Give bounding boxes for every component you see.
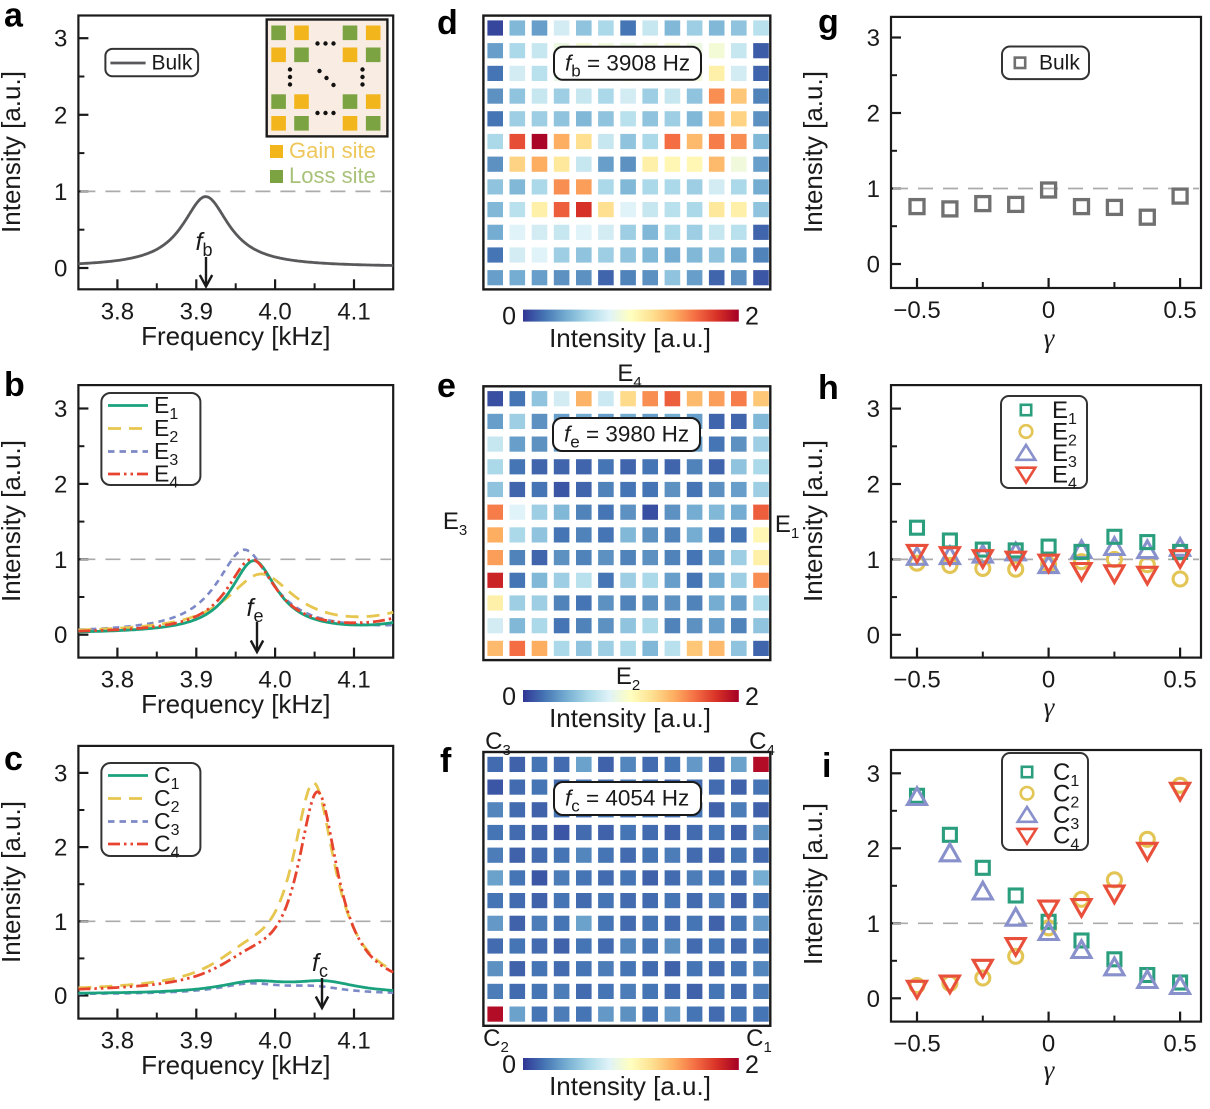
svg-text:4.0: 4.0: [258, 1028, 291, 1055]
svg-text:3.9: 3.9: [180, 667, 213, 694]
svg-text:fc: fc: [312, 949, 328, 981]
svg-text:fb = 3908 Hz: fb = 3908 Hz: [565, 50, 690, 80]
svg-text:3: 3: [867, 25, 880, 52]
svg-text:4.0: 4.0: [258, 667, 291, 694]
svg-text:e: e: [437, 367, 456, 405]
svg-text:Intensity [a.u.]: Intensity [a.u.]: [0, 801, 26, 963]
svg-text:3: 3: [867, 761, 880, 788]
svg-text:c: c: [4, 740, 23, 778]
svg-text:3.9: 3.9: [180, 298, 213, 325]
svg-text:0: 0: [867, 622, 880, 649]
svg-text:4.0: 4.0: [258, 298, 291, 325]
svg-text:g: g: [818, 3, 839, 41]
svg-text:−0.5: −0.5: [893, 667, 940, 694]
svg-text:0: 0: [54, 256, 67, 283]
svg-text:1: 1: [54, 909, 67, 936]
svg-text:f: f: [440, 742, 452, 780]
svg-text:0: 0: [1042, 1031, 1055, 1058]
svg-text:3: 3: [54, 760, 67, 787]
svg-text:i: i: [822, 747, 831, 785]
svg-text:2: 2: [745, 1051, 759, 1079]
svg-text:0: 0: [502, 683, 516, 711]
svg-text:Intensity [a.u.]: Intensity [a.u.]: [549, 323, 711, 353]
svg-text:0: 0: [54, 983, 67, 1010]
svg-text:Loss site: Loss site: [289, 163, 376, 188]
svg-text:2: 2: [867, 101, 880, 128]
svg-text:γ: γ: [1044, 323, 1056, 353]
svg-text:Intensity [a.u.]: Intensity [a.u.]: [549, 703, 711, 733]
svg-text:Frequency [kHz]: Frequency [kHz]: [141, 1050, 330, 1080]
svg-text:0: 0: [502, 303, 516, 331]
svg-text:2: 2: [745, 303, 759, 331]
svg-text:a: a: [4, 0, 24, 35]
svg-text:Bulk: Bulk: [1039, 52, 1080, 75]
svg-text:1: 1: [54, 179, 67, 206]
svg-text:C2: C2: [1053, 780, 1079, 811]
svg-text:2: 2: [54, 102, 67, 129]
svg-text:E2: E2: [616, 663, 640, 694]
svg-text:b: b: [4, 366, 25, 404]
svg-text:0.5: 0.5: [1163, 297, 1196, 324]
svg-text:fb: fb: [196, 228, 213, 260]
svg-text:−0.5: −0.5: [893, 1031, 940, 1058]
svg-text:−0.5: −0.5: [893, 297, 940, 324]
svg-text:Intensity [a.u.]: Intensity [a.u.]: [549, 1071, 711, 1101]
svg-text:3.8: 3.8: [101, 298, 134, 325]
svg-text:γ: γ: [1044, 692, 1056, 722]
svg-text:Intensity [a.u.]: Intensity [a.u.]: [798, 71, 828, 233]
svg-text:Intensity [a.u.]: Intensity [a.u.]: [0, 71, 26, 233]
svg-text:0.5: 0.5: [1163, 667, 1196, 694]
svg-text:0: 0: [54, 622, 67, 649]
svg-text:0: 0: [1042, 297, 1055, 324]
svg-text:0: 0: [867, 252, 880, 279]
svg-text:3: 3: [54, 26, 67, 53]
svg-text:γ: γ: [1044, 1055, 1056, 1085]
svg-text:0: 0: [502, 1051, 516, 1079]
svg-text:2: 2: [867, 836, 880, 863]
svg-text:1: 1: [54, 547, 67, 574]
svg-text:1: 1: [867, 911, 880, 938]
svg-text:1: 1: [867, 176, 880, 203]
svg-text:4.1: 4.1: [337, 1028, 370, 1055]
svg-text:3.8: 3.8: [101, 667, 134, 694]
svg-text:3.9: 3.9: [180, 1028, 213, 1055]
svg-text:Bulk: Bulk: [152, 52, 193, 75]
svg-text:0.5: 0.5: [1163, 1031, 1196, 1058]
svg-text:3.8: 3.8: [101, 1028, 134, 1055]
svg-text:Intensity [a.u.]: Intensity [a.u.]: [0, 440, 26, 602]
svg-text:Frequency [kHz]: Frequency [kHz]: [141, 689, 330, 719]
svg-text:Frequency [kHz]: Frequency [kHz]: [141, 321, 330, 351]
svg-text:Gain site: Gain site: [289, 138, 376, 163]
svg-text:fe: fe: [247, 594, 264, 626]
svg-text:Intensity [a.u.]: Intensity [a.u.]: [798, 803, 828, 965]
svg-text:fc = 4054 Hz: fc = 4054 Hz: [565, 786, 689, 816]
svg-text:d: d: [437, 4, 458, 42]
svg-text:0: 0: [1042, 667, 1055, 694]
svg-text:4.1: 4.1: [337, 667, 370, 694]
svg-text:h: h: [818, 369, 839, 407]
svg-text:0: 0: [867, 986, 880, 1013]
svg-text:3: 3: [54, 396, 67, 423]
svg-text:2: 2: [867, 472, 880, 499]
svg-text:3: 3: [867, 396, 880, 423]
svg-text:1: 1: [867, 547, 880, 574]
svg-text:2: 2: [54, 835, 67, 862]
svg-text:Intensity [a.u.]: Intensity [a.u.]: [798, 440, 828, 602]
svg-text:2: 2: [745, 683, 759, 711]
svg-text:4.1: 4.1: [337, 298, 370, 325]
svg-text:fe = 3980 Hz: fe = 3980 Hz: [564, 422, 689, 452]
svg-text:2: 2: [54, 471, 67, 498]
